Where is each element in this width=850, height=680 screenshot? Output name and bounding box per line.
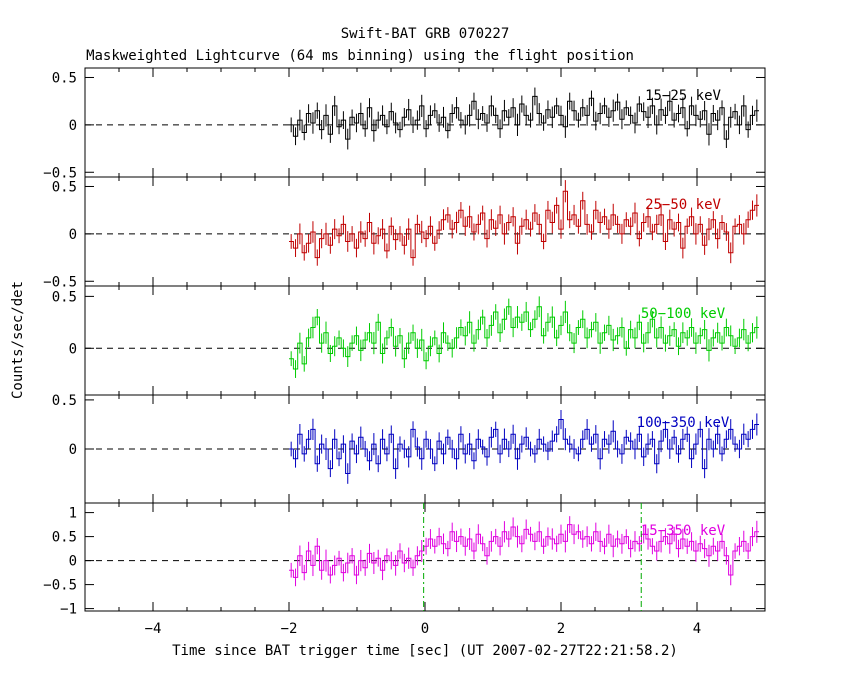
y-tick-label: 0 xyxy=(69,554,77,570)
series-step-line xyxy=(289,419,759,474)
y-tick-label: 0.5 xyxy=(52,289,77,305)
series-step-line xyxy=(289,190,759,259)
chart-subtitle: Maskweighted Lightcurve (64 ms binning) … xyxy=(86,48,634,64)
y-tick-label: 0 xyxy=(69,118,77,134)
y-tick-label: 1 xyxy=(69,506,77,522)
panel-3: 0 0.5 50−100 keV xyxy=(52,285,766,396)
panel-frame xyxy=(84,502,766,612)
panel-4: 0 0.5 100−350 keV xyxy=(52,393,766,504)
y-tick-label: 0.5 xyxy=(52,393,77,409)
y-axis-label: Counts/sec/det xyxy=(10,281,26,399)
y-tick-label: 0.5 xyxy=(52,70,77,86)
y-tick-label: −1 xyxy=(60,602,77,618)
y-tick-label: 0.5 xyxy=(52,179,77,195)
panel-1: −0.5 0 0.5 15−25 keV xyxy=(43,67,766,181)
energy-band-label: 15−25 keV xyxy=(645,88,721,104)
series-step-line xyxy=(289,306,759,370)
series-step-line xyxy=(289,524,759,578)
energy-band-label: 25−50 keV xyxy=(645,197,721,213)
panel-frame xyxy=(84,67,766,178)
panel-2: −0.5 0 0.5 25−50 keV xyxy=(43,176,766,290)
x-tick-label: 2 xyxy=(557,621,565,637)
y-tick-label: 0 xyxy=(69,227,77,243)
panel-5: −1 −0.5 0 0.5 1 15−350 keV −4 −2 0 2 4 xyxy=(43,502,766,637)
energy-band-label: 15−350 keV xyxy=(641,523,726,539)
energy-band-label: 100−350 keV xyxy=(637,415,730,431)
x-axis-label: Time since BAT trigger time [sec] (UT 20… xyxy=(172,643,678,659)
x-tick-label: −2 xyxy=(281,621,298,637)
x-tick-label: −4 xyxy=(145,621,162,637)
energy-band-label: 50−100 keV xyxy=(641,306,726,322)
x-tick-label: 0 xyxy=(421,621,429,637)
y-tick-label: −0.5 xyxy=(43,274,77,290)
chart-title: Swift-BAT GRB 070227 xyxy=(341,26,510,42)
y-tick-label: 0 xyxy=(69,341,77,357)
y-tick-label: 0 xyxy=(69,442,77,458)
y-tick-label: −0.5 xyxy=(43,165,77,181)
y-tick-label: −0.5 xyxy=(43,578,77,594)
series-step-line xyxy=(289,95,759,140)
x-tick-label: 4 xyxy=(693,621,701,637)
panels-group: −0.5 0 0.5 15−25 keV −0.5 0 0.5 25−50 keV 0 0.5 50… xyxy=(43,67,766,637)
y-tick-label: 0.5 xyxy=(52,530,77,546)
